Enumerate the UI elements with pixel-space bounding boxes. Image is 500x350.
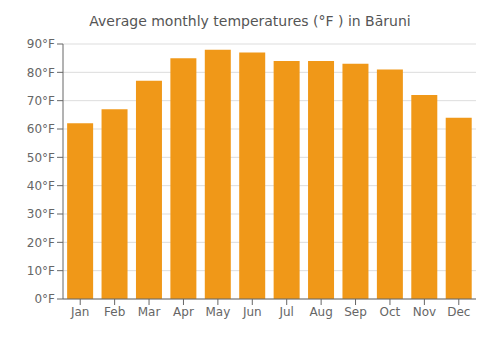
svg-text:Oct: Oct [380,305,401,319]
svg-text:Dec: Dec [447,305,470,319]
svg-text:Mar: Mar [138,305,161,319]
svg-text:Jun: Jun [242,305,262,319]
html-text:Average monthly temperatures (: Average monthly temperatures (°F ) in Bā… [89,13,411,29]
svg-text:Apr: Apr [173,305,194,319]
svg-text:Jul: Jul [278,305,293,319]
svg-text:Feb: Feb [104,305,125,319]
svg-text:30°F: 30°F [27,207,55,221]
svg-text:50°F: 50°F [27,151,55,165]
svg-text:Nov: Nov [413,305,436,319]
svg-text:May: May [205,305,230,319]
svg-text:40°F: 40°F [27,179,55,193]
svg-text:80°F: 80°F [27,66,55,80]
svg-text:70°F: 70°F [27,94,55,108]
svg-text:60°F: 60°F [27,122,55,136]
svg-text:10°F: 10°F [27,264,55,278]
svg-text:90°F: 90°F [27,37,55,51]
svg-text:0°F: 0°F [34,292,55,306]
svg-text:20°F: 20°F [27,236,55,250]
svg-text:Sep: Sep [344,305,367,319]
svg-text:Aug: Aug [309,305,332,319]
svg-text:Jan: Jan [70,305,90,319]
